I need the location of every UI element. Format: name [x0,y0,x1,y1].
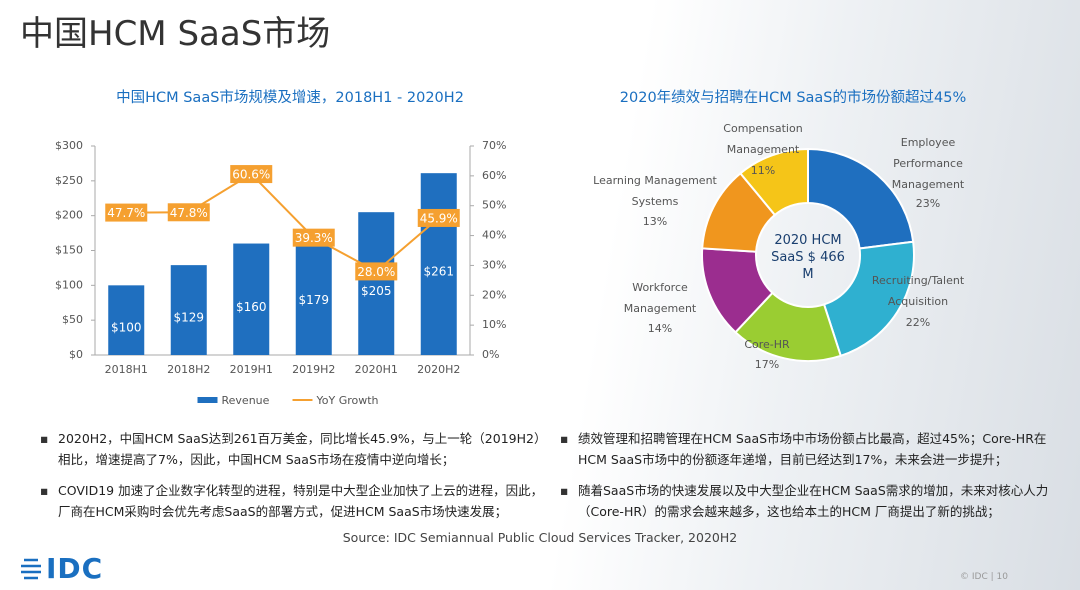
bar [170,265,207,355]
donut-value-label: 17% [754,358,780,371]
donut-category-label: Learning Management Systems [593,174,717,208]
y2-tick-label: 70% [482,139,506,152]
point-label-box [417,208,460,227]
source: Source: IDC Semiannual Public Cloud Serv… [342,530,738,545]
bullet-text: 随着SaaS市场的快速发展以及中大型企业在HCM SaaS需求的增加，未来对核心… [560,480,1068,522]
point-label-box [230,165,273,184]
bullet-text: COVID19 加速了企业数字化转型的进程，特别是中大型企业加快了上云的进程，因… [40,480,548,522]
bar [420,173,457,355]
bar [358,212,395,355]
chart-title: 中国HCM SaaS市场规模及增速，2018H1 - 2020H2 [116,90,464,106]
point-label: 47.8% [170,206,208,220]
logo: IDC [46,552,104,585]
donut-value-label: 14% [647,322,673,335]
y2-tick-label: 40% [482,229,506,242]
y-tick-label: $100 [55,278,83,291]
y-tick-label: $50 [62,313,83,326]
donut-slice [739,147,809,217]
y-tick-label: $200 [55,209,83,222]
donut-category-label: Workforce Management [623,281,697,315]
bar-label: $205 [361,284,392,298]
donut-category-label: Recruiting/Talent Acquisition [871,274,965,308]
x-tick-label: 2018H2 [167,363,210,376]
point-label: 28.0% [357,265,395,279]
donut-slice [822,240,915,358]
bar-label: $129 [173,311,204,325]
point-label: 47.7% [107,206,145,220]
legend-label: YoY Growth [316,394,379,407]
point-label-box [292,228,335,247]
x-tick-label: 2018H1 [105,363,148,376]
donut-category-label: Employee Performance Management [891,136,965,191]
bar [108,285,145,355]
x-tick-label: 2019H2 [292,363,335,376]
bar-label: $100 [111,321,142,335]
y-tick-label: $300 [55,139,83,152]
donut-category-label: Compensation Management [723,122,803,156]
y2-tick-label: 20% [482,288,506,301]
y-tick-label: $250 [55,174,83,187]
point-label-box [167,203,210,222]
donut-center-label: 2020 HCM SaaS $ 466 M [771,233,845,282]
x-tick-label: 2020H2 [417,363,460,376]
legend-swatch [197,397,218,403]
y2-tick-label: 10% [482,318,506,331]
point-label-box [355,262,398,281]
bar-label: $179 [298,293,329,307]
x-tick-label: 2019H1 [230,363,273,376]
bar [295,230,332,355]
point-label: 45.9% [420,211,458,225]
point-label: 60.6% [232,168,270,182]
donut-slice [807,147,915,250]
bar [233,243,270,355]
legend-label: Revenue [222,394,270,407]
y2-tick-label: 30% [482,258,506,271]
point-label: 39.3% [295,231,333,245]
y-tick-label: $0 [69,348,83,361]
bullet-text: 绩效管理和招聘管理在HCM SaaS市场中市场份额占比最高，超过45%；Core… [560,428,1068,470]
bar-label: $261 [423,265,454,279]
slide-title: 中国HCM SaaS市场 [20,14,331,54]
donut-category-label: Core-HR [744,338,790,351]
y-tick-label: $150 [55,244,83,257]
donut-value-label: 23% [915,197,941,210]
x-tick-label: 2020H1 [355,363,398,376]
donut-value-label: 22% [905,316,931,329]
logo-mark-icon [21,558,41,580]
y2-tick-label: 50% [482,199,506,212]
point-label-box [105,203,148,222]
logo-mark [20,557,42,581]
donut-value-label: 13% [642,215,668,228]
chart-title: 2020年绩效与招聘在HCM SaaS的市场份额超过45% [619,90,967,106]
footer: © IDC | 10 [960,572,1008,582]
y2-tick-label: 0% [482,348,499,361]
donut-value-label: 11% [750,164,776,177]
bullet-text: 2020H2，中国HCM SaaS达到261百万美金，同比增长45.9%，与上一… [40,428,548,470]
bar-label: $160 [236,300,267,314]
y2-tick-label: 60% [482,169,506,182]
